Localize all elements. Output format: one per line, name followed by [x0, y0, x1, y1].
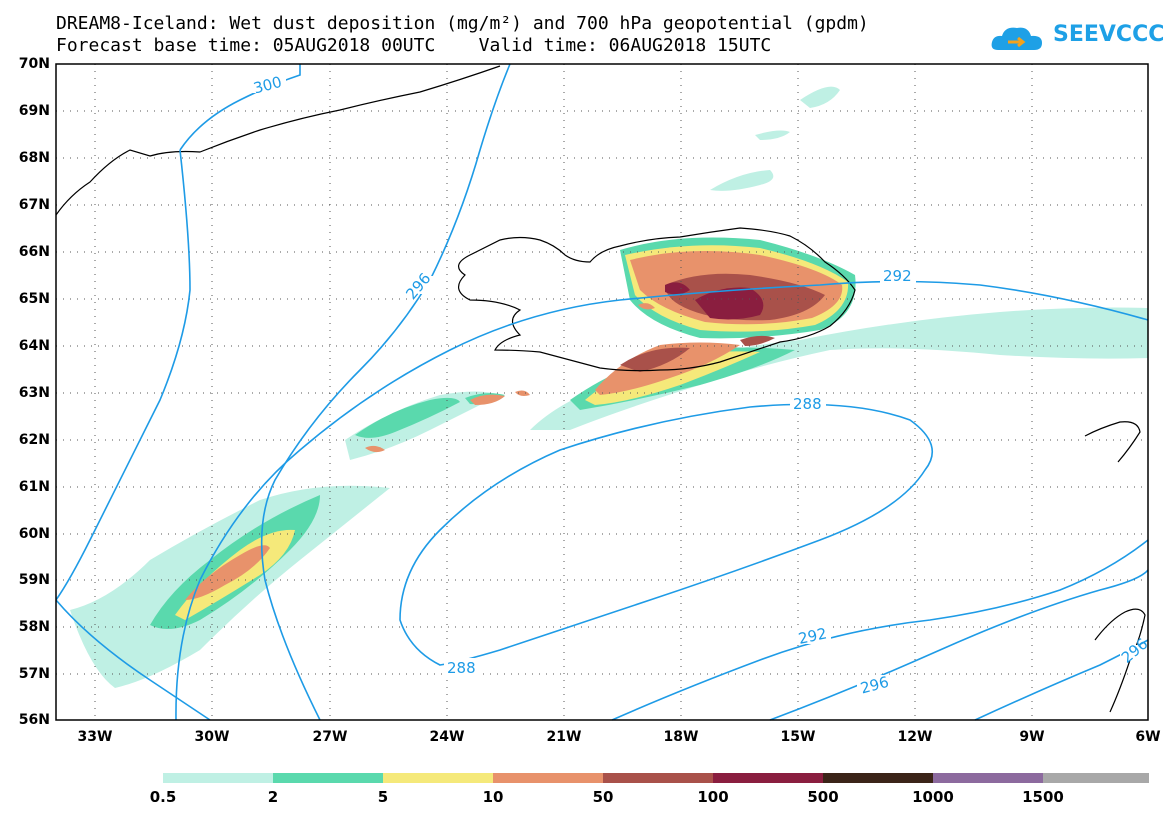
lat-label: 56N — [18, 712, 50, 728]
lon-label: 30W — [194, 729, 230, 745]
dust-deposition-field — [70, 86, 1148, 688]
contour-label: 292 — [797, 624, 829, 648]
colorbar-cell — [493, 773, 603, 783]
colorbar-label: 10 — [482, 788, 504, 806]
colorbar-cell — [933, 773, 1043, 783]
lat-label: 57N — [18, 666, 50, 682]
colorbar-label: 0.5 — [149, 788, 177, 806]
lat-label: 62N — [18, 432, 50, 448]
lat-label: 59N — [18, 572, 50, 588]
lon-label: 15W — [780, 729, 816, 745]
colorbar-cell — [713, 773, 823, 783]
colorbar-label: 1000 — [912, 788, 954, 806]
map-frame — [55, 63, 1149, 721]
contour-label: 296 — [1118, 635, 1152, 667]
lat-label: 69N — [18, 103, 50, 119]
lat-label: 64N — [18, 338, 50, 354]
lat-label: 70N — [18, 56, 50, 72]
lat-label: 60N — [18, 526, 50, 542]
lon-label: 27W — [312, 729, 348, 745]
lat-label: 61N — [18, 479, 50, 495]
lon-label: 21W — [546, 729, 582, 745]
colorbar-label: 500 — [807, 788, 839, 806]
colorbar-cell — [163, 773, 273, 783]
colorbar-label: 1500 — [1022, 788, 1064, 806]
lat-label: 66N — [18, 244, 50, 260]
lon-label: 6W — [1135, 729, 1161, 745]
colorbar-cell — [1043, 773, 1149, 783]
colorbar-label: 50 — [592, 788, 614, 806]
lat-label: 65N — [18, 291, 50, 307]
colorbar-cell — [383, 773, 493, 783]
brand-name: SEEVCCC — [1053, 22, 1165, 47]
lat-label: 63N — [18, 385, 50, 401]
map-grid — [56, 64, 1148, 720]
contour-label: 292 — [883, 267, 912, 285]
coastline — [55, 65, 1146, 713]
colorbar-cell — [823, 773, 933, 783]
colorbar-label: 2 — [267, 788, 279, 806]
colorbar-label: 5 — [377, 788, 389, 806]
contour-label: 296 — [402, 269, 434, 303]
lon-label: 33W — [77, 729, 113, 745]
map-title: DREAM8-Iceland: Wet dust deposition (mg/… — [56, 13, 869, 34]
lon-label: 12W — [897, 729, 933, 745]
cloud-logo-icon — [991, 27, 1042, 50]
colorbar-cell — [273, 773, 383, 783]
contour-label: 288 — [447, 659, 476, 677]
map-subtitle: Forecast base time: 05AUG2018 00UTC Vali… — [56, 35, 772, 56]
lat-label: 68N — [18, 150, 50, 166]
geopotential-contours — [55, 63, 1149, 721]
contour-label: 288 — [793, 395, 822, 413]
lon-label: 18W — [663, 729, 699, 745]
lon-label: 24W — [429, 729, 465, 745]
colorbar-label: 100 — [697, 788, 729, 806]
colorbar-cell — [603, 773, 713, 783]
lon-label: 9W — [1019, 729, 1045, 745]
lat-label: 67N — [18, 197, 50, 213]
lat-label: 58N — [18, 619, 50, 635]
